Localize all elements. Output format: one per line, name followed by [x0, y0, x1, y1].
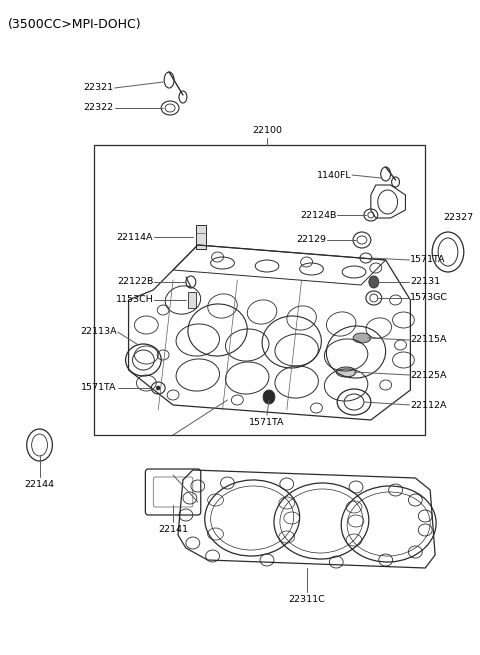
- Ellipse shape: [369, 276, 379, 288]
- Ellipse shape: [156, 386, 160, 390]
- Text: 22125A: 22125A: [410, 371, 447, 379]
- Text: (3500CC>MPI-DOHC): (3500CC>MPI-DOHC): [8, 18, 142, 31]
- Text: 22114A: 22114A: [117, 233, 153, 242]
- Text: 22321: 22321: [84, 83, 114, 92]
- Text: 22122B: 22122B: [117, 278, 153, 286]
- Text: 22115A: 22115A: [410, 335, 447, 345]
- Text: 1571TA: 1571TA: [410, 255, 446, 265]
- Text: 1140FL: 1140FL: [316, 170, 351, 179]
- Text: 1153CH: 1153CH: [116, 295, 153, 305]
- Text: 22113A: 22113A: [80, 328, 117, 337]
- Bar: [188, 292, 196, 308]
- Text: 22124B: 22124B: [300, 210, 336, 219]
- Text: 22112A: 22112A: [410, 400, 447, 409]
- Ellipse shape: [263, 390, 275, 404]
- Bar: [94, 145, 425, 435]
- Text: 22129: 22129: [296, 236, 326, 244]
- Text: 22311C: 22311C: [288, 595, 325, 604]
- Ellipse shape: [336, 367, 356, 377]
- Bar: [196, 225, 206, 249]
- Text: 1571TA: 1571TA: [81, 383, 117, 392]
- Ellipse shape: [353, 333, 371, 343]
- Text: 22100: 22100: [252, 126, 282, 135]
- Text: 22141: 22141: [158, 525, 188, 534]
- Text: 22327: 22327: [443, 214, 473, 223]
- Text: 22131: 22131: [410, 278, 441, 286]
- Text: 1573GC: 1573GC: [410, 293, 448, 303]
- Text: 1571TA: 1571TA: [249, 418, 285, 427]
- Text: 22322: 22322: [84, 103, 114, 113]
- Text: 22144: 22144: [24, 480, 55, 489]
